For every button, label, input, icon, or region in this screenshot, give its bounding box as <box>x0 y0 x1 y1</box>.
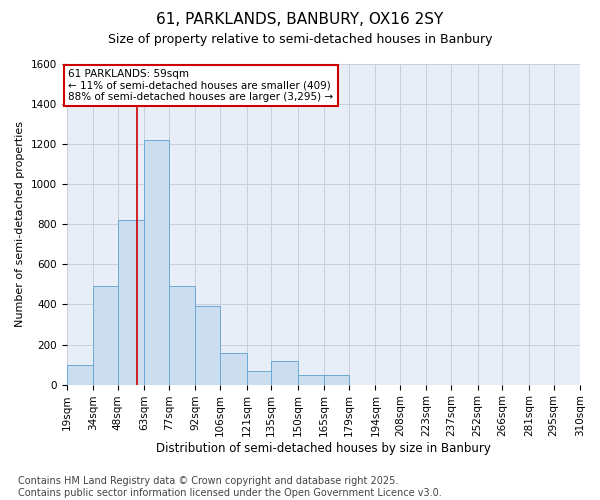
Bar <box>324 374 349 384</box>
X-axis label: Distribution of semi-detached houses by size in Banbury: Distribution of semi-detached houses by … <box>156 442 491 455</box>
Bar <box>93 286 118 384</box>
Bar <box>298 374 324 384</box>
Bar <box>67 364 93 384</box>
Y-axis label: Number of semi-detached properties: Number of semi-detached properties <box>15 122 25 328</box>
Bar <box>247 370 271 384</box>
Text: Size of property relative to semi-detached houses in Banbury: Size of property relative to semi-detach… <box>108 32 492 46</box>
Text: Contains HM Land Registry data © Crown copyright and database right 2025.
Contai: Contains HM Land Registry data © Crown c… <box>18 476 442 498</box>
Bar <box>220 352 247 384</box>
Bar <box>144 140 169 384</box>
Bar <box>169 286 196 384</box>
Bar <box>271 360 298 384</box>
Text: 61 PARKLANDS: 59sqm
← 11% of semi-detached houses are smaller (409)
88% of semi-: 61 PARKLANDS: 59sqm ← 11% of semi-detach… <box>68 69 334 102</box>
Text: 61, PARKLANDS, BANBURY, OX16 2SY: 61, PARKLANDS, BANBURY, OX16 2SY <box>157 12 443 28</box>
Bar <box>196 306 220 384</box>
Bar <box>118 220 144 384</box>
